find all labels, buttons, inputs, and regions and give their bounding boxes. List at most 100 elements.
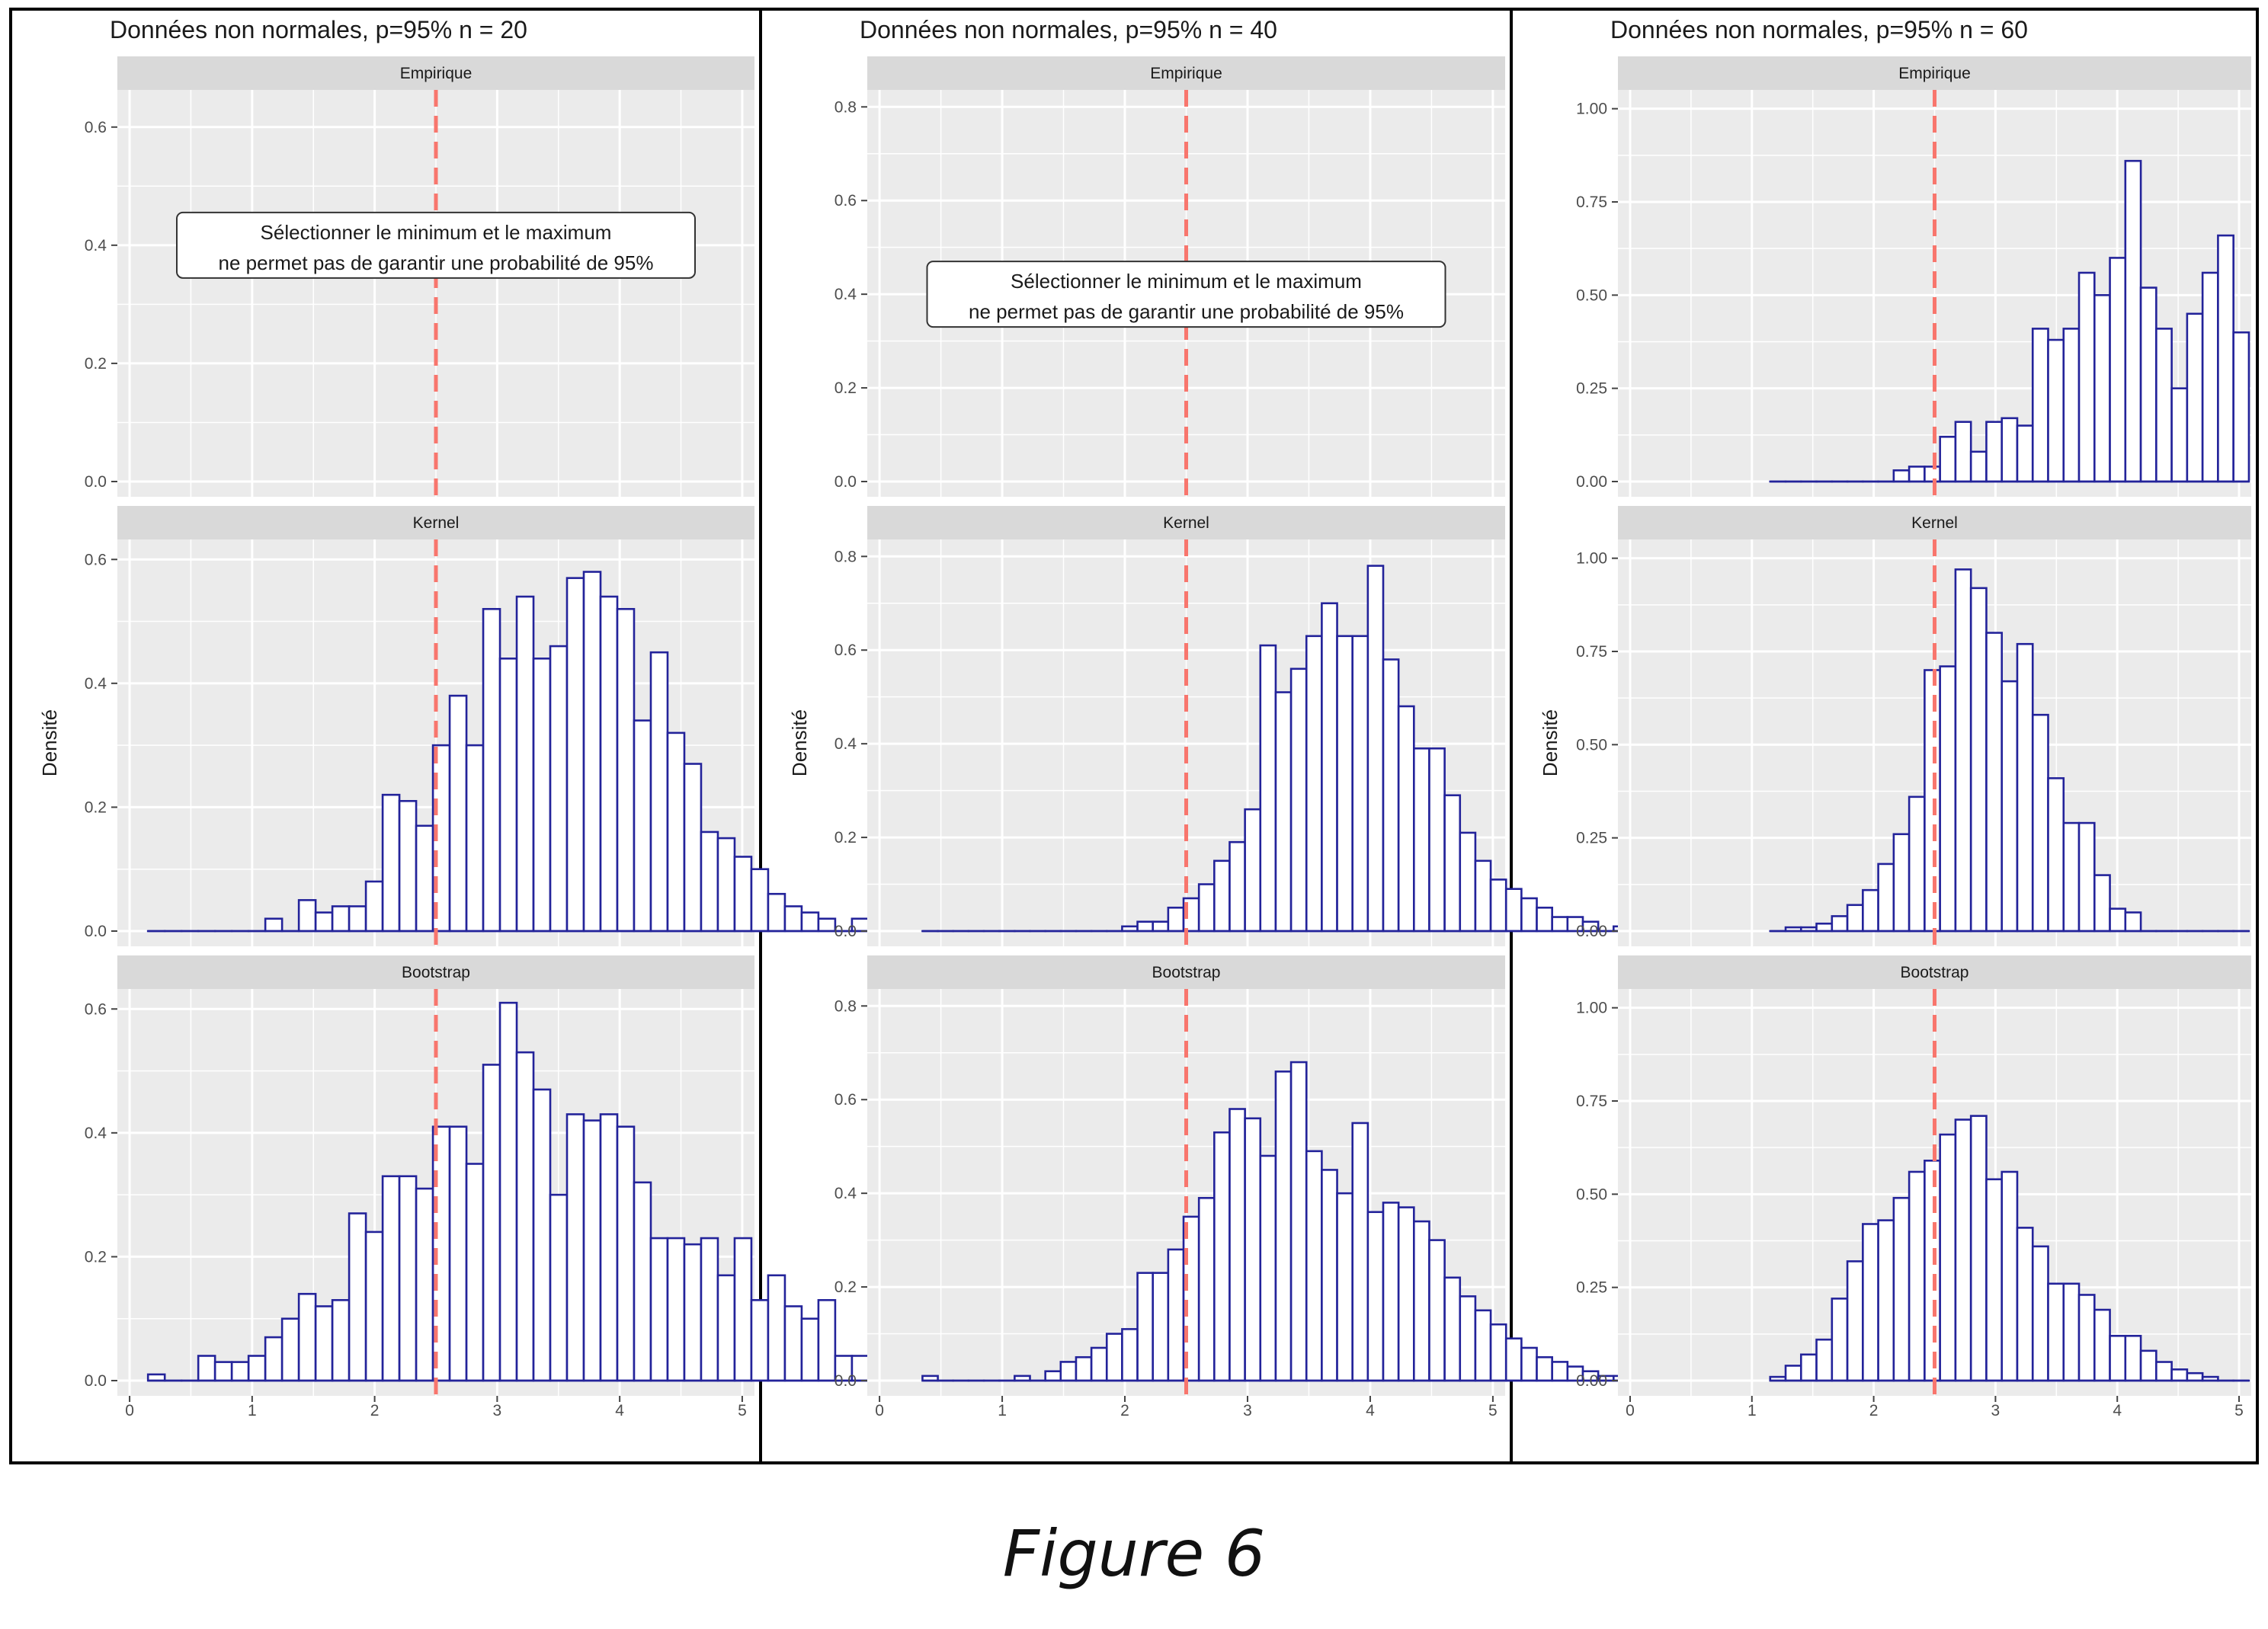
facet-bootstrap: Bootstrap 0.0 0.2 0.4 0.6 bbox=[85, 955, 937, 1396]
histogram-bar bbox=[2016, 1227, 2034, 1382]
histogram-bar bbox=[1551, 916, 1569, 933]
histogram-bar bbox=[2109, 907, 2127, 933]
facet-bootstrap: Bootstrap 0.0 0.2 0.4 0.6 0.8 bbox=[834, 955, 1630, 1396]
histogram-bar bbox=[1152, 920, 1170, 933]
histogram-bar bbox=[297, 1292, 317, 1382]
histogram-bar bbox=[1366, 1211, 1385, 1382]
histogram-bar bbox=[2093, 874, 2111, 933]
facet-strip bbox=[867, 56, 1505, 90]
facet-strip bbox=[117, 955, 754, 989]
histogram-bar bbox=[1382, 658, 1400, 933]
x-tick-label: 2 bbox=[1120, 1402, 1129, 1419]
histogram-bar bbox=[750, 1299, 770, 1382]
y-tick-label: 0.00 bbox=[1576, 923, 1607, 940]
histogram-bar bbox=[532, 658, 552, 933]
histogram-bar bbox=[565, 1113, 585, 1382]
histogram-bar bbox=[1908, 795, 1926, 933]
y-tick-label: 1.00 bbox=[1576, 1000, 1607, 1017]
histogram-bar bbox=[1969, 450, 1988, 483]
histogram-bar bbox=[1877, 863, 1895, 933]
facet-label: Empirique bbox=[1150, 65, 1222, 82]
histogram-bar bbox=[1289, 1061, 1308, 1382]
histogram-bar bbox=[2031, 713, 2049, 933]
y-tick-label: 0.00 bbox=[1576, 473, 1607, 491]
histogram-bar bbox=[482, 607, 501, 933]
y-tick-label: 0.2 bbox=[85, 798, 107, 816]
facet-label: Kernel bbox=[413, 514, 460, 532]
histogram-bar bbox=[1228, 1108, 1246, 1382]
histogram-bar bbox=[649, 651, 669, 933]
histogram-bar bbox=[1862, 1223, 1879, 1382]
histogram-bar bbox=[348, 1212, 367, 1382]
histogram-bar bbox=[1075, 1355, 1093, 1382]
histogram-bar bbox=[1152, 1272, 1170, 1382]
histogram-bar bbox=[1382, 1202, 1400, 1382]
y-axis-label: Densité bbox=[1539, 709, 1562, 776]
histogram-bar bbox=[1815, 922, 1834, 933]
x-tick-label: 1 bbox=[1747, 1402, 1757, 1419]
histogram-bar bbox=[2001, 417, 2019, 483]
histogram-bar bbox=[1504, 888, 1523, 933]
facet-label: Bootstrap bbox=[1152, 964, 1221, 981]
histogram-bar bbox=[767, 1274, 786, 1382]
histogram-bar bbox=[1846, 1260, 1864, 1382]
histogram-bar bbox=[582, 1119, 602, 1382]
y-tick-label: 0.0 bbox=[85, 923, 107, 940]
y-tick-label: 0.50 bbox=[1576, 1186, 1607, 1203]
histogram-bar bbox=[633, 719, 652, 933]
histogram-bar bbox=[398, 799, 418, 933]
histogram-bar bbox=[1924, 466, 1941, 483]
y-tick-label: 0.25 bbox=[1576, 380, 1607, 398]
histogram-bar bbox=[1459, 831, 1477, 933]
histogram-bar bbox=[1428, 1239, 1446, 1382]
histogram-bar bbox=[1985, 1178, 2004, 1382]
histogram-bar bbox=[2217, 234, 2234, 483]
histogram-bar bbox=[549, 645, 569, 933]
y-tick-label: 0.75 bbox=[1576, 194, 1607, 211]
y-tick-label: 0.2 bbox=[85, 355, 107, 373]
facet-empirique: Empirique 0.0 0.2 0.4 0.6 0.8 Sélectionner le … bbox=[834, 56, 1505, 497]
y-tick-label: 0.50 bbox=[1576, 736, 1607, 754]
chart-title: Données non normales, p=95% n = 40 bbox=[860, 16, 1277, 43]
histogram-bar bbox=[2093, 1308, 2111, 1382]
annotation-text: ne permet pas de garantir une probabilit… bbox=[969, 300, 1404, 323]
histogram-bar bbox=[783, 905, 803, 933]
histogram-bar bbox=[1136, 1272, 1155, 1382]
histogram-bar bbox=[1939, 435, 1957, 483]
histogram-bar bbox=[716, 1274, 736, 1382]
histogram-bar bbox=[2062, 1282, 2081, 1382]
histogram-bar bbox=[2109, 1334, 2127, 1382]
histogram-bar bbox=[1985, 421, 2004, 483]
y-tick-label: 0.8 bbox=[834, 997, 857, 1015]
y-tick-label: 0.0 bbox=[85, 1372, 107, 1390]
chart-3: Données non normales, p=95% n = 60 Densit… bbox=[1539, 16, 2251, 1419]
figure-caption: Figure 6 bbox=[1002, 1516, 1266, 1591]
histogram-bar bbox=[1397, 1206, 1415, 1382]
histogram-bar bbox=[683, 763, 703, 933]
histogram-bar bbox=[2001, 680, 2019, 933]
y-tick-label: 0.4 bbox=[834, 1185, 857, 1202]
x-tick-label: 0 bbox=[1626, 1402, 1635, 1419]
histogram-bar bbox=[2016, 424, 2034, 483]
x-tick-label: 0 bbox=[875, 1402, 884, 1419]
histogram-bar bbox=[1351, 635, 1369, 933]
histogram-bar bbox=[599, 595, 619, 933]
histogram-bar bbox=[1520, 1346, 1538, 1382]
histogram-bar bbox=[2077, 1294, 2096, 1382]
histogram-bar bbox=[582, 571, 602, 933]
y-tick-label: 0.0 bbox=[834, 1372, 857, 1390]
y-axis-label: Densité bbox=[788, 709, 811, 776]
histogram-bar bbox=[1799, 1353, 1818, 1382]
histogram-bar bbox=[515, 595, 535, 933]
facet-label: Kernel bbox=[1163, 514, 1209, 532]
histogram-bar bbox=[532, 1088, 552, 1382]
histogram-bar bbox=[783, 1305, 803, 1382]
x-tick-label: 3 bbox=[1243, 1402, 1252, 1419]
histogram-bar bbox=[1985, 632, 2004, 933]
histogram-bar bbox=[1289, 667, 1308, 933]
histogram-bar bbox=[498, 658, 518, 933]
histogram-bar bbox=[1336, 1192, 1353, 1382]
histogram-bar bbox=[1167, 906, 1185, 933]
histogram-bar bbox=[415, 824, 434, 933]
histogram-bar bbox=[666, 731, 686, 933]
